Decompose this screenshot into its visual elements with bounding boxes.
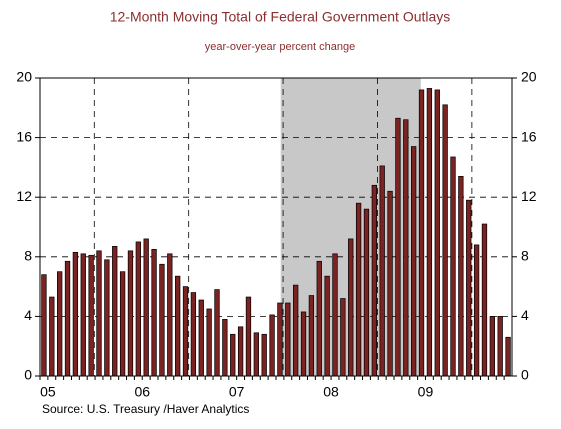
bar <box>308 295 315 377</box>
y2-tick-label: 4 <box>521 307 529 323</box>
bar <box>175 275 181 377</box>
y-tick-label: 20 <box>16 69 32 85</box>
bar <box>182 286 189 377</box>
bar <box>324 275 330 377</box>
bar <box>387 190 393 377</box>
y-tick-label: 0 <box>24 367 32 383</box>
bar <box>261 333 267 377</box>
bar <box>112 246 118 377</box>
bar <box>119 271 126 377</box>
bar <box>253 332 259 377</box>
bar <box>348 238 354 377</box>
chart-title: 12-Month Moving Total of Federal Governm… <box>110 9 451 25</box>
bar <box>466 199 472 377</box>
bar <box>222 319 228 377</box>
y2-tick-label: 8 <box>521 248 529 264</box>
bar <box>340 298 346 377</box>
bar <box>434 89 440 377</box>
bar <box>269 314 275 377</box>
bar <box>332 253 338 377</box>
y2-tick-label: 16 <box>521 128 537 144</box>
source: Source: U.S. Treasury /Haver Analytics <box>42 402 249 416</box>
bar <box>57 271 63 377</box>
bar <box>80 253 86 377</box>
y2-tick-label: 20 <box>521 69 537 85</box>
y-tick-label: 16 <box>16 128 32 144</box>
bar <box>395 117 401 377</box>
bar <box>481 223 488 377</box>
bar <box>190 292 197 377</box>
bar <box>167 253 173 377</box>
y2-tick-label: 12 <box>521 188 537 204</box>
bar <box>285 302 291 377</box>
bar <box>379 165 385 377</box>
x-tick-label: 09 <box>418 384 434 400</box>
bar <box>64 260 71 377</box>
bar <box>371 184 377 377</box>
bar <box>245 296 252 377</box>
bar <box>497 316 503 377</box>
bar <box>127 250 134 377</box>
bar <box>300 311 307 377</box>
bar <box>41 274 47 377</box>
y-tick-label: 8 <box>24 248 32 264</box>
bar <box>159 263 165 377</box>
x-tick-label: 07 <box>229 384 245 400</box>
bar <box>418 89 425 377</box>
x-tick-label: 06 <box>134 384 150 400</box>
y-tick-label: 4 <box>24 307 32 323</box>
bar <box>135 241 141 377</box>
chart-subtitle: year-over-year percent change <box>205 41 355 53</box>
bar <box>49 296 55 377</box>
bar <box>505 336 511 377</box>
bar <box>442 104 448 377</box>
bar <box>355 202 362 377</box>
plot-frame <box>39 77 513 377</box>
y-tick-label: 12 <box>16 188 32 204</box>
x-tick-label: 08 <box>323 384 339 400</box>
bar <box>104 259 110 377</box>
bar <box>96 250 102 377</box>
bar <box>88 254 94 377</box>
bar <box>403 119 409 377</box>
bar <box>293 284 299 377</box>
bar <box>230 333 236 377</box>
x-tick-label: 05 <box>40 384 56 400</box>
bar <box>450 156 456 377</box>
bar <box>198 299 204 377</box>
bar <box>277 302 283 377</box>
bar <box>214 289 220 377</box>
bar <box>489 316 495 377</box>
bar <box>473 244 480 377</box>
bar <box>458 175 464 377</box>
bar <box>143 238 149 377</box>
bar <box>426 88 433 377</box>
bar <box>316 260 322 377</box>
bar <box>72 251 79 377</box>
y2-tick-label: 0 <box>521 367 529 383</box>
bar <box>151 249 157 377</box>
bar <box>411 146 417 377</box>
bar <box>363 208 370 377</box>
bar <box>206 308 212 377</box>
bar <box>237 326 244 377</box>
